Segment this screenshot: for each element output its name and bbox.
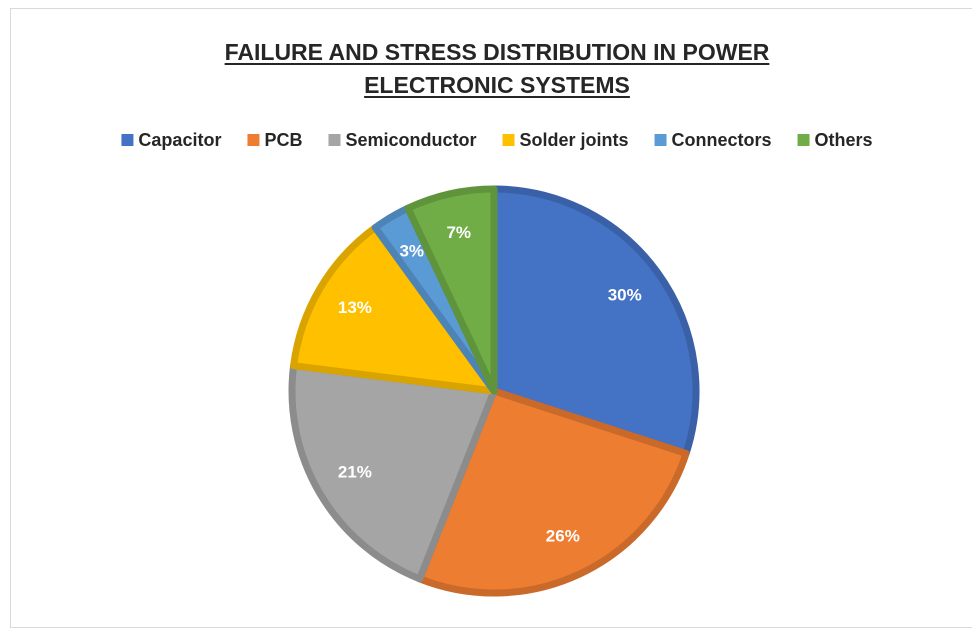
legend-label: Capacitor <box>138 130 221 150</box>
pie-slice <box>290 224 498 395</box>
legend-label: Others <box>815 130 873 150</box>
legend-swatch <box>797 134 810 146</box>
pie-slice <box>404 185 498 395</box>
pie-slice <box>288 362 498 583</box>
data-label: 30% <box>608 285 642 304</box>
legend-label: Semiconductor <box>345 130 476 150</box>
data-label: 26% <box>546 527 580 546</box>
data-label: 13% <box>338 298 372 317</box>
data-label: 3% <box>399 241 424 260</box>
data-label: 7% <box>446 223 471 242</box>
pie-slice <box>416 387 690 597</box>
legend-label: Connectors <box>672 130 772 150</box>
legend-label: Solder joints <box>520 130 629 150</box>
legend-swatch <box>328 134 341 146</box>
pie-slice <box>490 185 700 457</box>
legend-swatch <box>121 134 134 146</box>
legend-swatch <box>247 134 260 146</box>
legend-label: PCB <box>264 130 302 150</box>
legend-swatch <box>502 134 515 146</box>
chart-title: FAILURE AND STRESS DISTRIBUTION IN POWER… <box>224 39 770 98</box>
legend-swatch <box>654 134 667 146</box>
data-label: 21% <box>338 463 372 482</box>
